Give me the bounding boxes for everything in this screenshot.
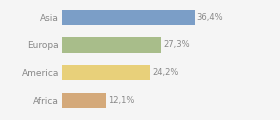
Bar: [62, 93, 106, 108]
Bar: [62, 37, 161, 53]
Text: 12,1%: 12,1%: [108, 96, 134, 105]
Bar: [62, 10, 195, 25]
Text: 27,3%: 27,3%: [164, 41, 190, 49]
Text: 24,2%: 24,2%: [152, 68, 179, 77]
Bar: [62, 65, 150, 80]
Text: 36,4%: 36,4%: [197, 13, 223, 22]
